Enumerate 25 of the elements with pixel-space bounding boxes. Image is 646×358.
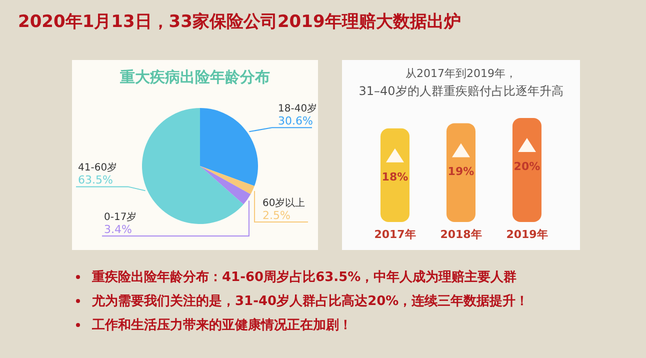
chart-title: 重大疾病出险年龄分布 [119,68,271,87]
pie-slice [142,108,244,224]
chart-title: 从2017年到2019年， [404,66,518,81]
slice-label: 60岁以上 [262,197,306,209]
data-label: 19% [448,165,474,178]
text: 2020年1月13日，33家保险公司2019年理赔大数据出炉 [18,11,461,33]
data-label: 20% [514,160,540,173]
x-tick-label: 2019年 [506,228,548,241]
data-label: 18% [382,170,408,184]
text: 重疾险出险年龄分布：41-60周岁占比63.5%，中年人成为理赔主要人群 [91,268,517,286]
text: 尤为需要我们关注的是，31-40岁人群占比高达20%，连续三年数据提升！ [91,292,529,310]
data-label: 3.4% [104,223,132,236]
pie-slice [200,166,251,204]
pie-slice [200,108,258,186]
text: 工作和生活压力带来的亚健康情况正在加剧！ [91,316,352,334]
data-label: 2.5% [262,209,290,222]
chart-subtitle: 31–40岁的人群重疾赔付占比逐年升高 [358,83,564,100]
data-label: 30.6% [278,114,313,128]
x-tick-label: 2017年 [374,228,416,241]
pie-slice [200,166,254,194]
slice-label: 18-40岁 [278,102,318,115]
data-label: 63.5% [78,174,113,187]
x-tick-label: 2018年 [440,228,482,241]
slice-label: 0-17岁 [104,211,137,223]
slice-label: 41-60岁 [78,162,118,174]
